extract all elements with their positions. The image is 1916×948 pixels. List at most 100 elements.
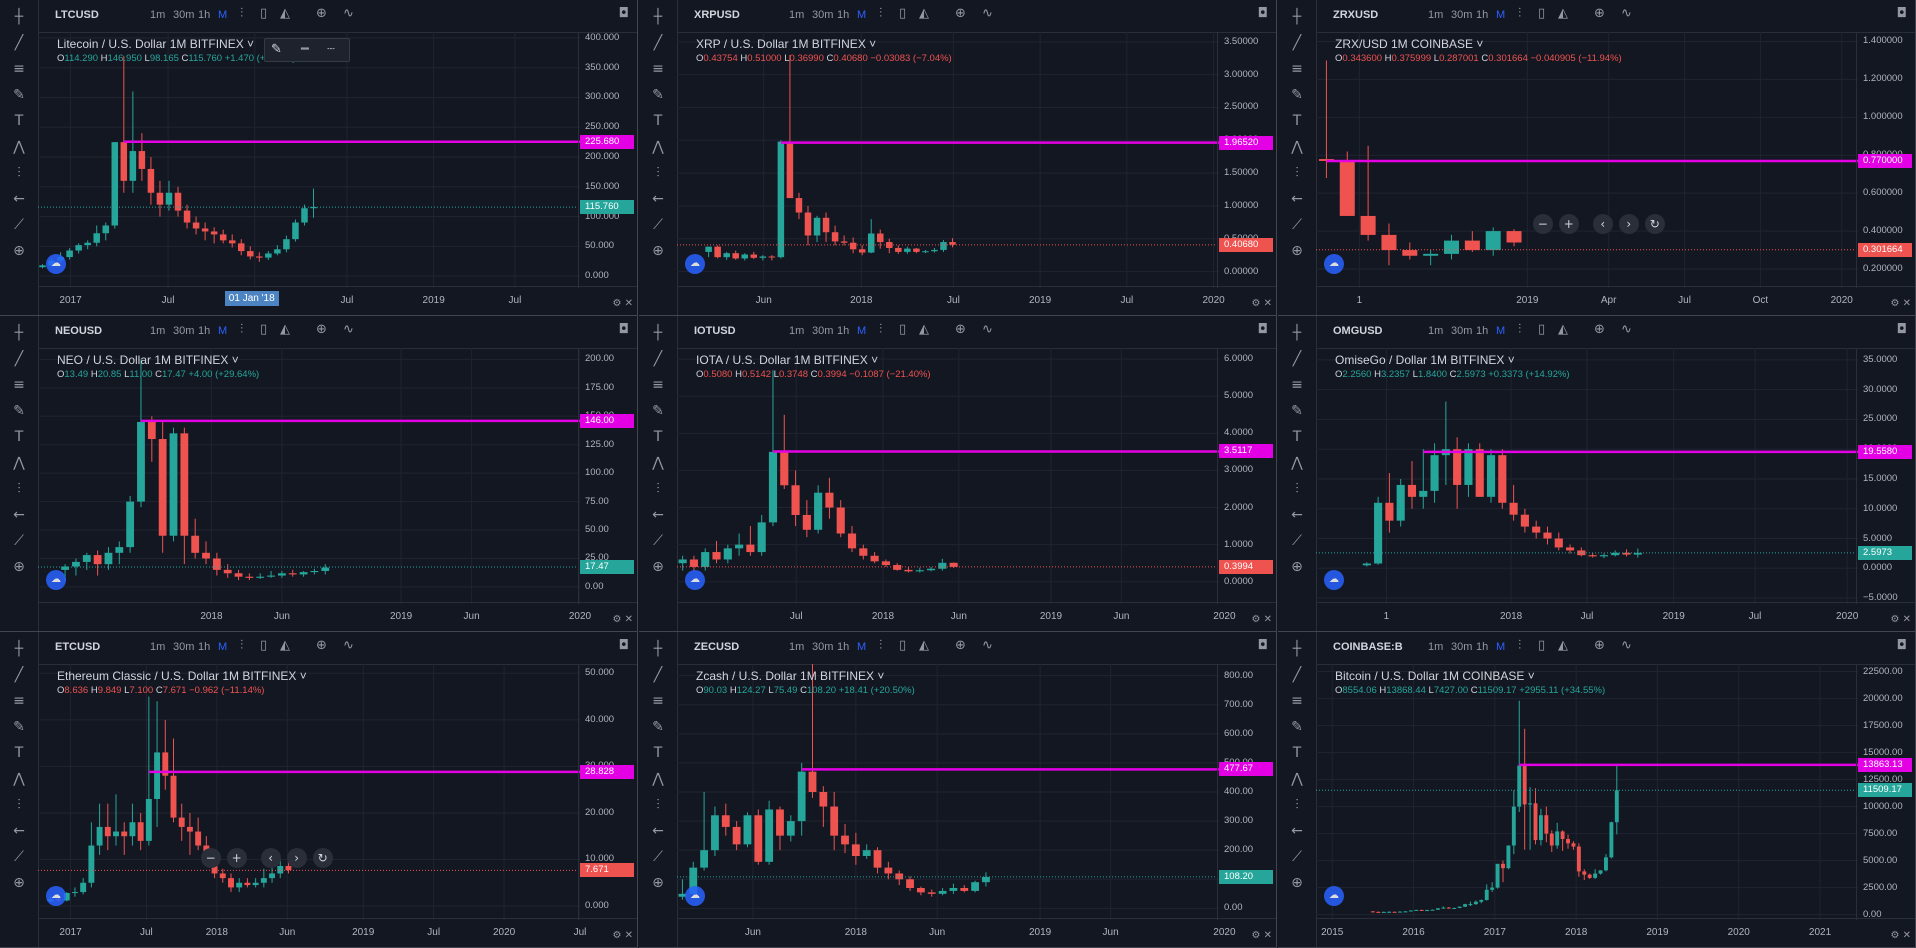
interval-30m-button[interactable]: 30m	[1451, 641, 1473, 653]
time-axis[interactable]: Jun 2018 Jul 2019 Jul 2020 ⚙ ✕	[677, 286, 1276, 315]
fib-icon[interactable]: ≡	[652, 693, 664, 709]
interval-M-button[interactable]: M	[857, 641, 867, 653]
fib-icon[interactable]: ≡	[1291, 61, 1303, 77]
candles-icon[interactable]: ▯	[260, 6, 268, 21]
compare-icon[interactable]: ∿	[343, 638, 354, 653]
price-axis[interactable]: 3.500003.000002.500002.000001.500001.000…	[1217, 32, 1276, 288]
area-icon[interactable]: ◭	[280, 322, 290, 337]
measure-icon[interactable]: ⫶	[1295, 165, 1299, 181]
text-icon[interactable]: T	[14, 429, 24, 445]
measure-icon[interactable]: ⫶	[1295, 797, 1299, 813]
interval-1h-button[interactable]: 1h	[837, 9, 850, 21]
price-axis[interactable]: 1.4000001.2000001.0000000.8000000.600000…	[1856, 32, 1915, 288]
ruler-icon[interactable]: ⟋	[14, 849, 24, 865]
chart-settings-icon[interactable]: ⚙ ✕	[1890, 614, 1911, 625]
back-arrow-icon[interactable]: ←	[1291, 191, 1303, 207]
pattern-icon[interactable]: ⋀	[652, 455, 664, 471]
interval-1h-button[interactable]: 1h	[1476, 325, 1489, 337]
time-axis[interactable]: 1 2018 Jul 2019 Jul 2020 ⚙ ✕	[1316, 602, 1915, 631]
symbol-search-button[interactable]: NEOUSD	[55, 325, 103, 337]
snapshot-icon[interactable]: ◘	[1257, 6, 1268, 21]
trend-line-icon[interactable]: ╱	[1292, 667, 1302, 683]
ruler-icon[interactable]: ⟋	[14, 533, 24, 549]
scroll-right-button[interactable]: ›	[1618, 214, 1639, 234]
crosshair-icon[interactable]: ┼	[653, 641, 663, 657]
snapshot-icon[interactable]: ◘	[618, 6, 629, 21]
interval-1h-button[interactable]: 1h	[1476, 9, 1489, 21]
time-axis[interactable]: 1 2019 Apr Jul Oct 2020 ⚙ ✕	[1316, 286, 1915, 315]
text-icon[interactable]: T	[1292, 745, 1302, 761]
back-arrow-icon[interactable]: ←	[13, 823, 25, 839]
text-icon[interactable]: T	[653, 113, 663, 129]
interval-1m-button[interactable]: 1m	[1428, 325, 1444, 337]
symbol-search-button[interactable]: IOTUSD	[694, 325, 736, 337]
symbol-search-button[interactable]: LTCUSD	[55, 9, 99, 21]
interval-30m-button[interactable]: 30m	[812, 325, 834, 337]
price-plot[interactable]	[677, 348, 1219, 604]
interval-1m-button[interactable]: 1m	[1428, 9, 1444, 21]
back-arrow-icon[interactable]: ←	[652, 507, 664, 523]
time-axis[interactable]: 2018 Jun 2019 Jun 2020 ⚙ ✕	[38, 602, 637, 631]
interval-1m-button[interactable]: 1m	[789, 641, 805, 653]
interval-30m-button[interactable]: 30m	[173, 9, 195, 21]
area-icon[interactable]: ◭	[1558, 322, 1568, 337]
reset-chart-button[interactable]: ↻	[312, 848, 333, 868]
zoom-in-button[interactable]: +	[1558, 214, 1579, 234]
brush-icon[interactable]: ✎	[652, 403, 664, 419]
area-icon[interactable]: ◭	[919, 638, 929, 653]
indicators-icon[interactable]: ⊕	[316, 638, 327, 653]
text-icon[interactable]: T	[653, 745, 663, 761]
interval-M-button[interactable]: M	[857, 9, 867, 21]
snapshot-icon[interactable]: ◘	[1257, 322, 1268, 337]
compare-icon[interactable]: ∿	[982, 638, 993, 653]
chart-settings-icon[interactable]: ⚙ ✕	[1251, 930, 1272, 941]
zoom-icon[interactable]: ⊕	[1291, 243, 1303, 259]
zoom-out-button[interactable]: −	[1532, 214, 1553, 234]
measure-icon[interactable]: ⫶	[17, 165, 21, 181]
zoom-icon[interactable]: ⊕	[13, 243, 25, 259]
area-icon[interactable]: ◭	[280, 6, 290, 21]
trend-line-icon[interactable]: ╱	[653, 667, 663, 683]
area-icon[interactable]: ◭	[919, 6, 929, 21]
crosshair-icon[interactable]: ┼	[1292, 641, 1302, 657]
price-plot[interactable]	[677, 32, 1219, 288]
measure-icon[interactable]: ⫶	[656, 165, 660, 181]
fib-icon[interactable]: ≡	[652, 377, 664, 393]
reset-chart-button[interactable]: ↻	[1644, 214, 1665, 234]
pattern-icon[interactable]: ⋀	[1291, 139, 1303, 155]
snapshot-icon[interactable]: ◘	[1257, 638, 1268, 653]
zoom-icon[interactable]: ⊕	[1291, 559, 1303, 575]
interval-1h-button[interactable]: 1h	[198, 9, 211, 21]
candles-icon[interactable]: ▯	[1538, 322, 1546, 337]
interval-30m-button[interactable]: 30m	[812, 9, 834, 21]
interval-M-button[interactable]: M	[218, 325, 228, 337]
trend-line-icon[interactable]: ╱	[14, 667, 24, 683]
ruler-icon[interactable]: ⟋	[14, 217, 24, 233]
bar-style-icon[interactable]: ⫶	[1518, 638, 1522, 653]
indicators-icon[interactable]: ⊕	[1594, 638, 1605, 653]
candles-icon[interactable]: ▯	[1538, 6, 1546, 21]
indicators-icon[interactable]: ⊕	[955, 638, 966, 653]
price-axis[interactable]: 6.0000 5.0000 4.0000 3.0000 2.0000 1.0000 0.00…	[1217, 348, 1276, 604]
chart-settings-icon[interactable]: ⚙ ✕	[612, 930, 633, 941]
indicators-icon[interactable]: ⊕	[316, 322, 327, 337]
price-plot[interactable]	[1316, 32, 1858, 288]
interval-1m-button[interactable]: 1m	[789, 325, 805, 337]
candles-icon[interactable]: ▯	[899, 6, 907, 21]
pattern-icon[interactable]: ⋀	[652, 139, 664, 155]
trend-line-icon[interactable]: ╱	[1292, 351, 1302, 367]
interval-M-button[interactable]: M	[1496, 641, 1506, 653]
crosshair-icon[interactable]: ┼	[14, 641, 24, 657]
area-icon[interactable]: ◭	[919, 322, 929, 337]
compare-icon[interactable]: ∿	[1621, 638, 1632, 653]
ruler-icon[interactable]: ⟋	[653, 849, 663, 865]
scroll-left-button[interactable]: ‹	[1592, 214, 1613, 234]
bar-style-icon[interactable]: ⫶	[240, 638, 244, 653]
pattern-icon[interactable]: ⋀	[652, 771, 664, 787]
trend-line-icon[interactable]: ╱	[14, 351, 24, 367]
indicators-icon[interactable]: ⊕	[955, 6, 966, 21]
scroll-right-button[interactable]: ›	[286, 848, 307, 868]
pattern-icon[interactable]: ⋀	[13, 139, 25, 155]
bar-style-icon[interactable]: ⫶	[240, 6, 244, 21]
trend-line-icon[interactable]: ╱	[1292, 35, 1302, 51]
